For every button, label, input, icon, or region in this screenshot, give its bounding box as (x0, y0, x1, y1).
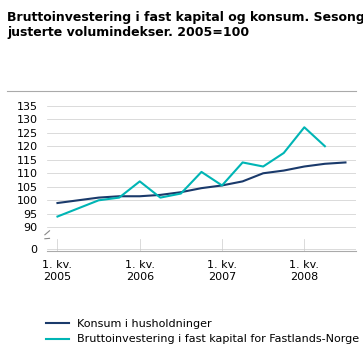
Konsum i husholdninger (179, 190, 183, 194)
Konsum i husholdninger (138, 194, 142, 198)
Konsum i husholdninger (76, 198, 80, 203)
Bruttoinvestering i fast kapital for Fastlands-Norge (199, 170, 204, 174)
Bruttoinvestering i fast kapital for Fastlands-Norge (302, 125, 306, 130)
Bruttoinvestering i fast kapital for Fastlands-Norge (323, 144, 327, 148)
Text: Bruttoinvestering i fast kapital og konsum. Sesong-
justerte volumindekser. 2005: Bruttoinvestering i fast kapital og kons… (7, 11, 363, 39)
Konsum i husholdninger (199, 186, 204, 190)
Konsum i husholdninger (158, 193, 163, 197)
Line: Bruttoinvestering i fast kapital for Fastlands-Norge: Bruttoinvestering i fast kapital for Fas… (57, 127, 325, 217)
Line: Konsum i husholdninger: Konsum i husholdninger (57, 163, 346, 203)
Konsum i husholdninger (220, 183, 224, 188)
Legend: Konsum i husholdninger, Bruttoinvestering i fast kapital for Fastlands-Norge: Konsum i husholdninger, Bruttoinvesterin… (42, 314, 363, 349)
Konsum i husholdninger (282, 168, 286, 173)
Konsum i husholdninger (302, 164, 306, 169)
Bruttoinvestering i fast kapital for Fastlands-Norge (55, 214, 60, 219)
Konsum i husholdninger (343, 160, 348, 165)
Konsum i husholdninger (117, 194, 121, 198)
Konsum i husholdninger (240, 179, 245, 184)
Bruttoinvestering i fast kapital for Fastlands-Norge (76, 206, 80, 211)
Bruttoinvestering i fast kapital for Fastlands-Norge (282, 151, 286, 155)
Bruttoinvestering i fast kapital for Fastlands-Norge (261, 164, 265, 169)
Konsum i husholdninger (55, 201, 60, 205)
Konsum i husholdninger (97, 195, 101, 200)
Bruttoinvestering i fast kapital for Fastlands-Norge (179, 192, 183, 196)
Bruttoinvestering i fast kapital for Fastlands-Norge (220, 183, 224, 188)
Bruttoinvestering i fast kapital for Fastlands-Norge (117, 195, 121, 200)
Bruttoinvestering i fast kapital for Fastlands-Norge (97, 198, 101, 203)
Bruttoinvestering i fast kapital for Fastlands-Norge (158, 195, 163, 200)
Bruttoinvestering i fast kapital for Fastlands-Norge (138, 179, 142, 184)
Konsum i husholdninger (261, 171, 265, 175)
Konsum i husholdninger (323, 162, 327, 166)
Bruttoinvestering i fast kapital for Fastlands-Norge (240, 160, 245, 165)
